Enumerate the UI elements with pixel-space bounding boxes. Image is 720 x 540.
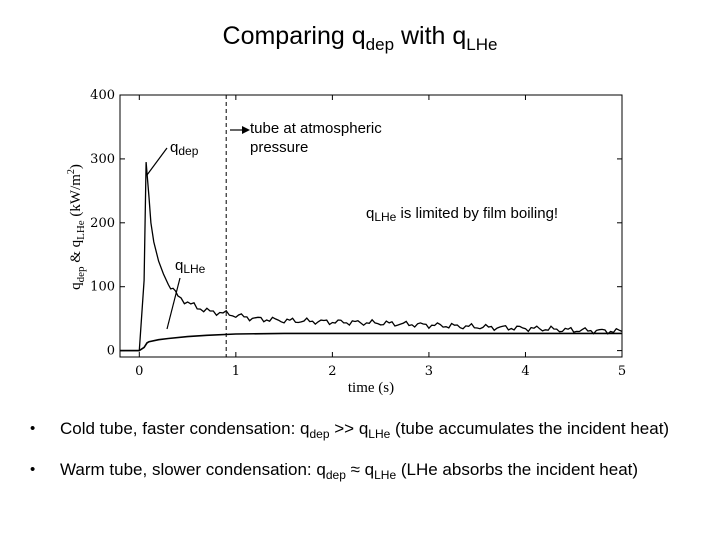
- annotation-atmospheric-1: tube at atmospheric: [250, 120, 382, 137]
- annotation-qdep: qdep: [170, 139, 199, 158]
- title-subscript-dep: dep: [365, 35, 395, 54]
- title-text-middle: with q: [394, 22, 467, 50]
- y-tick-label: 300: [90, 152, 115, 167]
- series-line-q-dep: [120, 162, 623, 352]
- x-tick-label: 3: [425, 364, 433, 379]
- x-tick-label: 0: [135, 364, 143, 379]
- bullet-list: • Cold tube, faster condensation: qdep >…: [30, 418, 715, 500]
- annotation-film-boiling: qLHe is limited by film boiling!: [366, 205, 558, 224]
- y-tick-label: 200: [90, 216, 115, 231]
- y-axis-label: qdep & qLHe (kW/m2): [66, 164, 87, 290]
- x-tick-label: 2: [328, 364, 336, 379]
- bullet-cold-tube: • Cold tube, faster condensation: qdep >…: [30, 418, 715, 445]
- x-tick-label: 4: [521, 364, 529, 379]
- plot-frame: [119, 94, 623, 358]
- bullet-text: Cold tube, faster condensation: qdep >> …: [60, 419, 670, 441]
- series-line-q-lhe: [120, 332, 622, 352]
- arrow-qdep: [146, 147, 168, 176]
- arrow-qlhe: [166, 277, 181, 330]
- page-title: Comparing qdep with qLHe: [0, 22, 720, 55]
- y-tick-label: 100: [90, 280, 115, 295]
- bullet-text: Warm tube, slower condensation: qdep ≈ q…: [60, 460, 639, 482]
- x-tick-label: 5: [618, 364, 626, 379]
- y-tick-label: 400: [90, 88, 115, 103]
- bullet-dot: •: [30, 420, 36, 437]
- annotation-qlhe: qLHe: [175, 257, 206, 276]
- x-axis-label: time (s): [348, 380, 394, 396]
- x-tick-label: 1: [232, 364, 240, 379]
- bullet-dot: •: [30, 461, 36, 478]
- title-text: Comparing q: [222, 22, 366, 50]
- y-tick-label: 0: [107, 344, 115, 359]
- arrowhead-atmospheric: [242, 126, 250, 134]
- annotation-atmospheric-2: pressure: [250, 139, 308, 156]
- title-subscript-lhe: LHe: [466, 35, 498, 54]
- bullet-warm-tube: • Warm tube, slower condensation: qdep ≈…: [30, 459, 715, 486]
